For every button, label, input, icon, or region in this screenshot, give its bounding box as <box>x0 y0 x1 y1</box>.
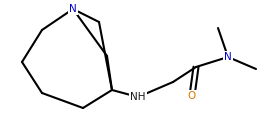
Text: N: N <box>69 4 77 14</box>
Text: O: O <box>188 91 196 101</box>
Text: N: N <box>224 52 232 62</box>
Text: NH: NH <box>130 92 146 102</box>
